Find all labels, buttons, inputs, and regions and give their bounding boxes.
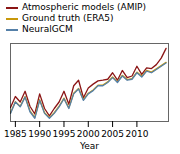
svg-text:Year: Year (79, 141, 99, 151)
svg-text:1995: 1995 (53, 129, 76, 139)
svg-text:1985: 1985 (4, 129, 27, 139)
svg-text:2010: 2010 (125, 129, 148, 139)
svg-text:2000: 2000 (77, 129, 100, 139)
svg-text:1990: 1990 (28, 129, 51, 139)
html-text:NeuralGCM: NeuralGCM (22, 24, 73, 34)
html-text:Atmospheric models (AMIP): Atmospheric models (AMIP) (22, 2, 147, 12)
svg-text:2005: 2005 (101, 129, 124, 139)
html-text:Ground truth (ERA5): Ground truth (ERA5) (22, 13, 114, 23)
